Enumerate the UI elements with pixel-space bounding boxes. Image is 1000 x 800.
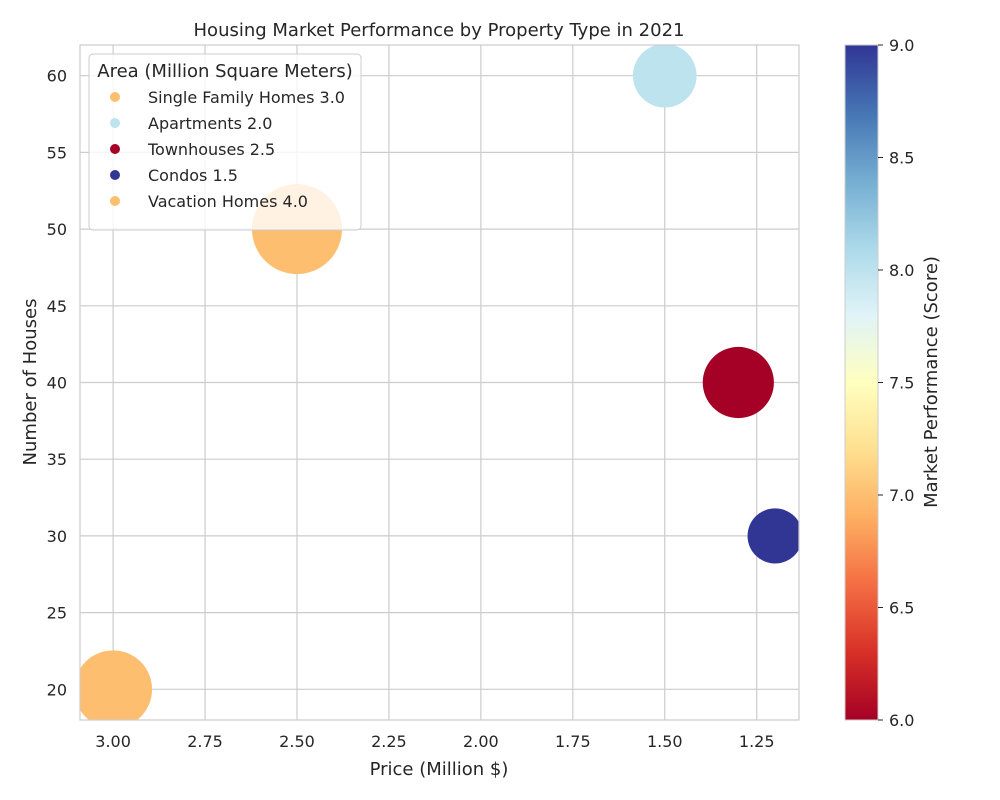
colorbar-tick-label: 7.0 (889, 486, 914, 505)
legend-label: Vacation Homes 4.0 (148, 192, 308, 211)
legend-marker (110, 144, 120, 154)
x-axis-label: Price (Million $) (370, 759, 509, 780)
legend-box (88, 53, 362, 231)
y-axis-ticks: 20 25 30 35 40 45 50 55 60 (47, 67, 67, 700)
colorbar-label: Market Performance (Score) (921, 256, 942, 508)
plot-frame (79, 44, 800, 721)
legend-label: Townhouses 2.5 (147, 140, 275, 159)
y-tick-label: 40 (47, 374, 67, 393)
legend-label: Apartments 2.0 (148, 114, 272, 133)
colorbar-tick-label: 8.5 (889, 149, 914, 168)
colorbar-tick-label: 6.5 (889, 599, 914, 618)
colorbar-tick-label: 7.5 (889, 374, 914, 393)
y-tick-label: 35 (47, 450, 67, 469)
bubble (632, 45, 697, 108)
colorbar-gradient (844, 44, 879, 721)
legend-marker (110, 196, 120, 206)
x-tick-label: 1.75 (555, 732, 591, 751)
x-tick-label: 2.25 (371, 732, 407, 751)
bubble (80, 650, 153, 720)
x-tick-label: 2.75 (187, 732, 223, 751)
legend-title: Area (Million Square Meters) (97, 61, 352, 82)
bubble (747, 508, 799, 564)
x-axis-ticks: 3.00 2.75 2.50 2.25 2.00 1.75 1.50 1.25 (95, 732, 774, 751)
legend-marker (110, 118, 120, 128)
x-tick-label: 2.00 (463, 732, 499, 751)
colorbar-ticks: 6.0 6.5 7.0 7.5 8.0 8.5 9.0 (878, 36, 914, 730)
y-axis-label: Number of Houses (20, 299, 41, 466)
chart-title: Housing Market Performance by Property T… (194, 20, 685, 41)
x-tick-label: 1.25 (739, 732, 775, 751)
legend: Area (Million Square Meters) Single Fami… (88, 53, 362, 231)
legend-marker (110, 92, 120, 102)
legend-items: Single Family Homes 3.0 Apartments 2.0 Tow… (110, 88, 345, 211)
colorbar-tick-label: 6.0 (889, 711, 914, 730)
y-tick-label: 30 (47, 527, 67, 546)
y-tick-label: 60 (47, 67, 67, 86)
colorbar-tick-label: 9.0 (889, 36, 914, 55)
y-tick-label: 20 (47, 680, 67, 699)
legend-label: Condos 1.5 (148, 166, 238, 185)
y-tick-label: 25 (47, 604, 67, 623)
y-tick-label: 45 (47, 297, 67, 316)
colorbar-tick-label: 8.0 (889, 261, 914, 280)
x-tick-label: 1.50 (647, 732, 683, 751)
bubble (702, 346, 774, 419)
colorbar: 6.0 6.5 7.0 7.5 8.0 8.5 9.0 Market Performance… (844, 36, 942, 730)
legend-label: Single Family Homes 3.0 (148, 88, 345, 107)
x-tick-label: 3.00 (95, 732, 131, 751)
x-tick-label: 2.50 (279, 732, 315, 751)
y-tick-label: 55 (47, 143, 67, 162)
legend-marker (110, 170, 120, 180)
y-tick-label: 50 (47, 220, 67, 239)
